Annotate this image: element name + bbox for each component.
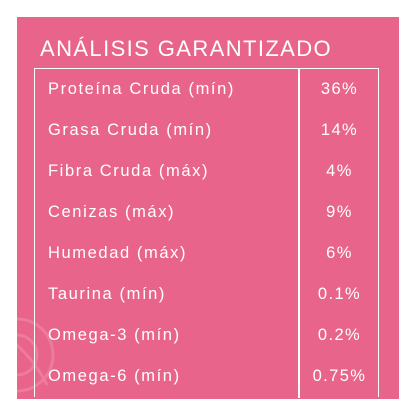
table-row: Humedad (máx) 6%	[35, 233, 378, 274]
nutrient-label: Taurina (mín)	[48, 285, 166, 303]
nutrient-label: Humedad (máx)	[48, 244, 188, 262]
table-row: Proteína Cruda (mín) 36%	[35, 69, 378, 110]
table-row: Omega-3 (mín) 0.2%	[35, 315, 378, 356]
nutrient-value: 0.75%	[312, 367, 367, 385]
nutrient-value: 4%	[326, 162, 353, 180]
nutrient-value: 14%	[320, 121, 359, 139]
nutrient-value: 36%	[320, 80, 359, 98]
table-row: Cenizas (máx) 9%	[35, 192, 378, 233]
analysis-table: Proteína Cruda (mín) 36% Grasa Cruda (mí…	[34, 68, 379, 398]
nutrient-label: Omega-3 (mín)	[48, 326, 181, 344]
guaranteed-analysis-panel: ANÁLISIS GARANTIZADO Proteína Cruda (mín…	[17, 17, 399, 399]
table-row: Taurina (mín) 0.1%	[35, 274, 378, 315]
nutrient-label: Fibra Cruda (máx)	[48, 162, 210, 180]
nutrient-value: 0.2%	[317, 326, 362, 344]
panel-title: ANÁLISIS GARANTIZADO	[40, 36, 333, 61]
table-row: Fibra Cruda (máx) 4%	[35, 151, 378, 192]
nutrient-label: Cenizas (máx)	[48, 203, 176, 221]
column-divider	[298, 69, 300, 398]
nutrient-value: 0.1%	[317, 285, 362, 303]
nutrient-value: 6%	[326, 244, 353, 262]
nutrient-value: 9%	[326, 203, 353, 221]
nutrient-label: Grasa Cruda (mín)	[48, 121, 213, 139]
nutrient-label: Proteína Cruda (mín)	[48, 80, 235, 98]
decorative-watermark-icon	[17, 317, 55, 393]
nutrient-label: Omega-6 (mín)	[48, 367, 181, 385]
table-row: Grasa Cruda (mín) 14%	[35, 110, 378, 151]
table-row: Omega-6 (mín) 0.75%	[35, 356, 378, 397]
